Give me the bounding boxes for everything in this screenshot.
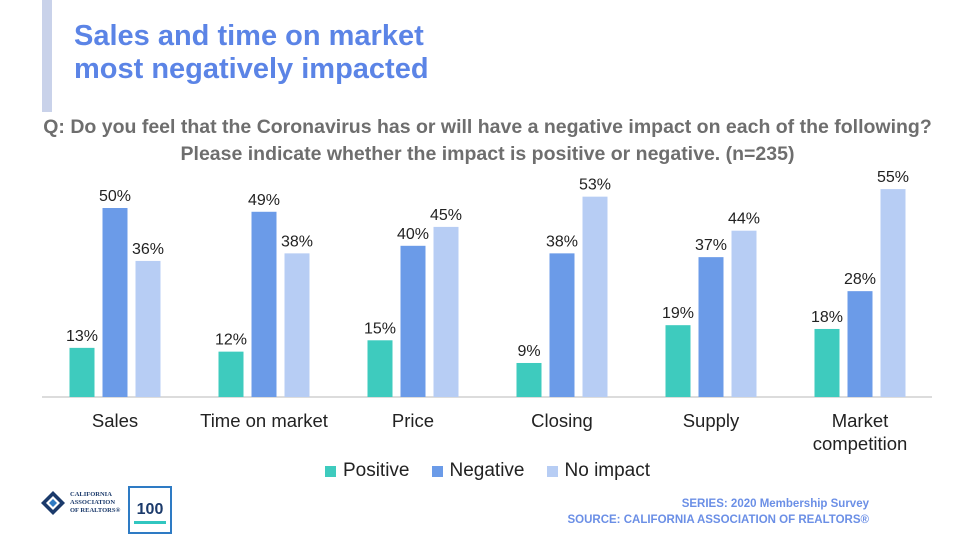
bar-no-impact-0	[135, 260, 161, 397]
category-label-1: Time on market	[200, 410, 328, 431]
category-label-0: Sales	[92, 410, 138, 431]
car-emblem-icon	[41, 491, 65, 515]
data-label-no-impact-1: 38%	[281, 233, 313, 250]
title-line-1: Sales and time on market	[74, 20, 424, 52]
category-label-5-line-0: Market	[832, 410, 889, 431]
bar-negative-0	[102, 208, 128, 397]
data-label-negative-0: 50%	[99, 188, 131, 205]
data-label-positive-5: 18%	[811, 309, 843, 326]
data-label-no-impact-3: 53%	[579, 177, 611, 194]
legend-label-negative: Negative	[449, 460, 525, 481]
chart-legend: Positive Negative No impact	[0, 460, 975, 482]
category-label-2: Price	[392, 410, 434, 431]
survey-question: Q: Do you feel that the Coronavirus has …	[43, 116, 932, 165]
car-logo-line-2: ASSOCIATION	[70, 499, 116, 506]
bar-positive-4	[665, 325, 691, 397]
data-label-no-impact-0: 36%	[132, 241, 164, 258]
accent-bar	[42, 0, 52, 112]
legend-item-negative: Negative	[431, 460, 525, 482]
data-label-positive-0: 13%	[66, 328, 98, 345]
data-label-no-impact-5: 55%	[877, 169, 909, 186]
bar-positive-3	[516, 362, 542, 397]
car-logo: CALIFORNIA ASSOCIATION OF REALTORS®	[40, 490, 120, 516]
car-logo-line-1: CALIFORNIA	[70, 491, 112, 498]
data-label-negative-4: 37%	[695, 237, 727, 254]
legend-item-no-impact: No impact	[546, 460, 651, 482]
legend-swatch-negative	[431, 465, 443, 477]
data-label-negative-2: 40%	[397, 226, 429, 243]
logo-100-text: 100	[136, 501, 164, 518]
legend-item-positive: Positive	[324, 460, 410, 482]
bar-negative-3	[549, 253, 575, 397]
data-label-no-impact-4: 44%	[728, 211, 760, 228]
data-label-no-impact-2: 45%	[430, 207, 462, 224]
footer-series: SERIES: 2020 Membership Survey	[681, 498, 869, 510]
bar-negative-2	[400, 245, 426, 397]
data-label-positive-2: 15%	[364, 320, 396, 337]
bar-no-impact-5	[880, 189, 906, 397]
bar-positive-0	[69, 347, 95, 397]
bar-no-impact-1	[284, 253, 310, 397]
legend-swatch-no-impact	[546, 465, 558, 477]
bar-negative-5	[847, 291, 873, 397]
data-label-negative-1: 49%	[248, 192, 280, 209]
bar-no-impact-4	[731, 230, 757, 397]
legend-swatch-positive	[324, 465, 336, 477]
category-label-3: Closing	[531, 410, 593, 431]
bar-no-impact-2	[433, 226, 459, 397]
car-logo-line-3: OF REALTORS®	[70, 507, 121, 514]
bar-positive-5	[814, 328, 840, 397]
data-label-positive-3: 9%	[517, 343, 540, 360]
legend-label-positive: Positive	[342, 460, 410, 481]
slide-title: Sales and time on market most negatively…	[74, 20, 429, 86]
logo-100: 100	[128, 486, 172, 534]
data-label-negative-3: 38%	[546, 233, 578, 250]
data-label-positive-4: 19%	[662, 305, 694, 322]
title-line-2: most negatively impacted	[74, 53, 429, 85]
bar-positive-2	[367, 340, 393, 397]
category-label-5-line-1: competition	[813, 433, 908, 454]
bar-negative-4	[698, 257, 724, 397]
data-label-positive-1: 12%	[215, 332, 247, 349]
bar-positive-1	[218, 351, 244, 397]
bar-negative-1	[251, 211, 277, 397]
data-label-negative-5: 28%	[844, 271, 876, 288]
category-label-4: Supply	[683, 410, 740, 431]
footer-source: SOURCE: CALIFORNIA ASSOCIATION OF REALTO…	[567, 514, 869, 526]
slide-footer: SERIES: 2020 Membership Survey SOURCE: C…	[567, 496, 869, 528]
bar-no-impact-3	[582, 196, 608, 397]
legend-label-no-impact: No impact	[564, 460, 651, 481]
